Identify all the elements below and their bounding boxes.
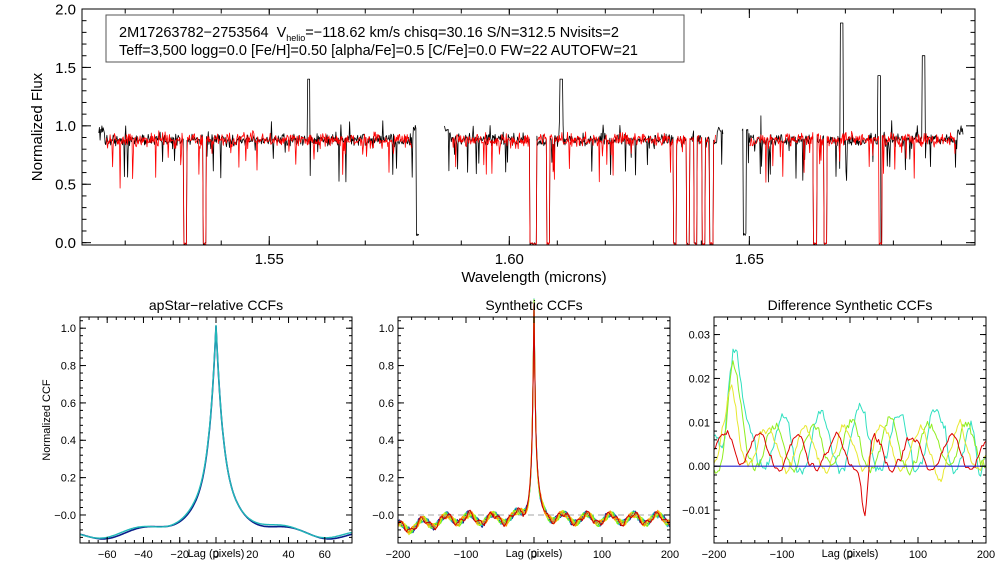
difference-ccf-title: Difference Synthetic CCFs bbox=[768, 297, 933, 313]
x-tick-label: −20 bbox=[170, 549, 189, 561]
model-spectrum-line bbox=[749, 130, 956, 246]
synthetic-ccf-series-group bbox=[397, 298, 671, 536]
difference-ccf-series-group bbox=[713, 348, 987, 517]
x-tick-label: −60 bbox=[98, 549, 117, 561]
model-spectrum-line bbox=[105, 130, 412, 246]
annotation-star-id: 2M17263782−2753564 bbox=[119, 25, 269, 41]
x-tick-label: −100 bbox=[454, 549, 479, 561]
model-spectrum-line bbox=[451, 131, 716, 246]
annotation-line-1-rest: =−118.62 km/s chisq=30.16 S/N=312.5 Nvis… bbox=[305, 25, 619, 41]
x-tick-label: 1.65 bbox=[735, 251, 764, 268]
x-tick-label: 1.60 bbox=[495, 251, 524, 268]
apstar-ccf-title: apStar−relative CCFs bbox=[149, 297, 283, 313]
difference-ccf-line-1 bbox=[713, 348, 987, 477]
y-tick-label: 0.00 bbox=[689, 461, 710, 473]
y-tick-label: 1.0 bbox=[55, 118, 76, 135]
x-tick-label: 100 bbox=[593, 549, 611, 561]
spectrum-ylabel: Normalized Flux bbox=[29, 72, 46, 181]
y-tick-label: 1.0 bbox=[379, 323, 394, 335]
y-tick-label: 0.03 bbox=[689, 330, 710, 342]
y-tick-label: 0.4 bbox=[61, 435, 76, 447]
synthetic-ccf-panel: −200 −100 0 100 200 −0.0 0.2 0.4 0.6 0.8 1.0 Synth… bbox=[372, 297, 679, 561]
apstar-ccf-ylabel: Normalized CCF bbox=[41, 379, 53, 461]
spectrum-xlabel: Wavelength (microns) bbox=[461, 269, 606, 286]
y-tick-label: 0.5 bbox=[55, 177, 76, 194]
y-tick-label: −0.0 bbox=[372, 510, 394, 522]
y-tick-label: 1.5 bbox=[55, 60, 76, 77]
x-tick-label: 1.55 bbox=[255, 251, 284, 268]
spectrum-panel: 1.55 1.60 1.65 0.0 0.5 1.0 1.5 2.0 Wavelength (… bbox=[29, 1, 976, 286]
apstar-ccf-series-group bbox=[79, 324, 353, 540]
y-tick-label: 0.2 bbox=[379, 473, 394, 485]
apstar-ccf-ticks: −60 −40 −20 0 20 40 60 −0.0 0.2 0.4 0.6 0.8 1.0 bbox=[54, 317, 353, 561]
y-tick-label: 0.6 bbox=[61, 398, 76, 410]
synthetic-ccf-ticks: −200 −100 0 100 200 −0.0 0.2 0.4 0.6 0.8 1.0 bbox=[372, 317, 679, 561]
y-tick-label: 0.02 bbox=[689, 373, 710, 385]
y-tick-label: −0.01 bbox=[682, 505, 710, 517]
x-tick-label: −200 bbox=[386, 549, 411, 561]
apstar-ccf-plot-frame bbox=[79, 316, 353, 544]
apstar-ccf-panel: −60 −40 −20 0 20 40 60 −0.0 0.2 0.4 0.6 0.8 1.0 apSt… bbox=[41, 297, 353, 561]
difference-ccf-line-4 bbox=[713, 430, 987, 517]
synthetic-ccf-plot-frame bbox=[397, 316, 671, 544]
synthetic-ccf-line-5 bbox=[397, 302, 671, 534]
observed-spectrum-line bbox=[98, 78, 420, 246]
x-tick-label: 0 bbox=[213, 549, 219, 561]
synthetic-ccf-title: Synthetic CCFs bbox=[485, 297, 582, 313]
y-tick-label: 0.8 bbox=[61, 361, 76, 373]
y-tick-label: 1.0 bbox=[61, 323, 76, 335]
spectrum-plot-frame bbox=[81, 8, 976, 246]
difference-ccf-line-2 bbox=[713, 360, 987, 476]
y-tick-label: 0.4 bbox=[379, 435, 394, 447]
y-tick-label: 2.0 bbox=[55, 1, 76, 18]
apstar-ccf-xlabel: Lag (pixels) bbox=[188, 548, 245, 560]
x-tick-label: 100 bbox=[909, 549, 927, 561]
annotation-v-subscript: helio bbox=[286, 33, 305, 43]
difference-ccf-line-3 bbox=[713, 384, 987, 483]
y-tick-label: 0.6 bbox=[379, 398, 394, 410]
x-tick-label: −40 bbox=[134, 549, 153, 561]
x-tick-label: 200 bbox=[661, 549, 679, 561]
y-tick-label: −0.0 bbox=[54, 510, 76, 522]
apstar-ccf-line-2 bbox=[79, 324, 353, 539]
difference-ccf-ticks: −200 −100 0 100 200 −0.01 0.00 0.01 0.02 0.03 bbox=[682, 317, 995, 561]
x-tick-label: 60 bbox=[319, 549, 331, 561]
annotation-box bbox=[105, 14, 685, 63]
synthetic-ccf-xlabel: Lag (pixels) bbox=[506, 548, 563, 560]
y-tick-label: 0.8 bbox=[379, 361, 394, 373]
x-tick-label: 0 bbox=[531, 549, 537, 561]
x-tick-label: −100 bbox=[770, 549, 795, 561]
synthetic-ccf-line-6 bbox=[397, 304, 671, 533]
spectrum-series-group bbox=[98, 22, 964, 246]
x-tick-label: 40 bbox=[282, 549, 294, 561]
y-tick-label: 0.2 bbox=[61, 473, 76, 485]
x-tick-label: 0 bbox=[847, 549, 853, 561]
x-tick-label: 20 bbox=[246, 549, 258, 561]
x-tick-label: 200 bbox=[977, 549, 995, 561]
annotation-line-1: 2M17263782−2753564 Vhelio=−118.62 km/s ch… bbox=[119, 25, 619, 43]
difference-ccf-xlabel: Lag (pixels) bbox=[822, 548, 879, 560]
y-tick-label: 0.01 bbox=[689, 417, 710, 429]
annotation-v: V bbox=[277, 25, 287, 41]
apstar-ccf-line-1 bbox=[79, 325, 353, 540]
difference-ccf-panel: −200 −100 0 100 200 −0.01 0.00 0.01 0.02 0.03 Dif… bbox=[682, 297, 995, 561]
x-tick-label: −200 bbox=[702, 549, 727, 561]
y-tick-label: 0.0 bbox=[55, 235, 76, 252]
spectrum-ticks: 1.55 1.60 1.65 0.0 0.5 1.0 1.5 2.0 bbox=[55, 1, 975, 268]
annotation-line-2: Teff=3,500 logg=0.0 [Fe/H]=0.50 [alpha/F… bbox=[119, 43, 638, 59]
